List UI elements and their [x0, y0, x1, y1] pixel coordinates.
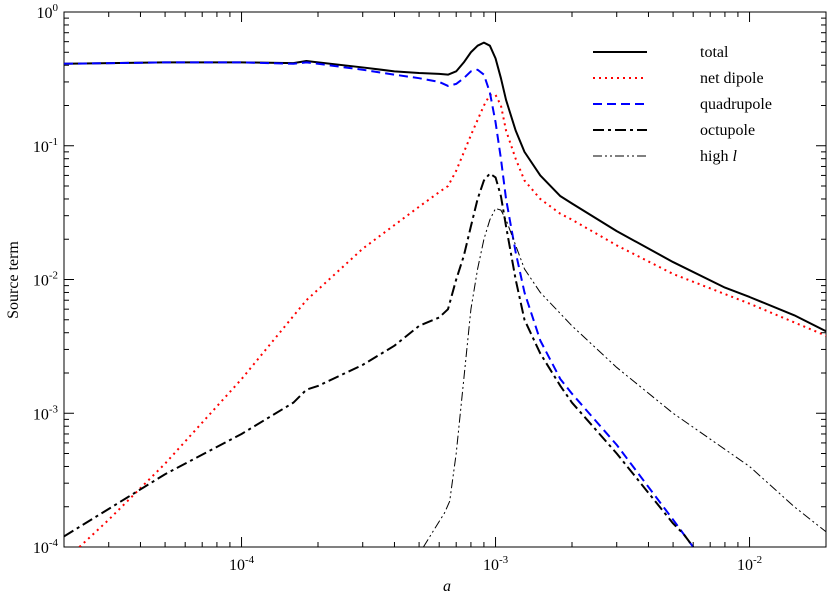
legend: total net dipole quadrupole octupole high l [593, 44, 772, 165]
series-line-3 [64, 172, 694, 547]
y-tick-label: 100 [37, 2, 59, 22]
legend-label-2: quadrupole [700, 96, 772, 113]
x-axis-title: a [443, 578, 451, 595]
x-tick-label: 10-2 [737, 554, 762, 574]
series-line-2 [64, 61, 694, 547]
series-layer [64, 41, 826, 547]
legend-label-3: octupole [700, 122, 755, 139]
y-tick-label: 10-3 [33, 403, 59, 423]
x-tick-label: 10-3 [483, 554, 509, 574]
series-line-0 [64, 41, 826, 333]
y-tick-label: 10-1 [33, 136, 58, 156]
legend-label-0: total [700, 44, 729, 61]
legend-label-4: high l [700, 148, 737, 165]
y-axis-title: Source term [5, 241, 22, 319]
legend-label-1: net dipole [700, 70, 764, 87]
y-tick-label: 10-4 [33, 537, 59, 557]
ticks-layer: 10-4 10-3 10-2 10-4 10-3 10-2 10-1 100 [33, 2, 827, 574]
x-tick-label: 10-4 [229, 554, 255, 574]
y-tick-label: 10-2 [33, 270, 58, 290]
series-line-4 [422, 207, 826, 547]
